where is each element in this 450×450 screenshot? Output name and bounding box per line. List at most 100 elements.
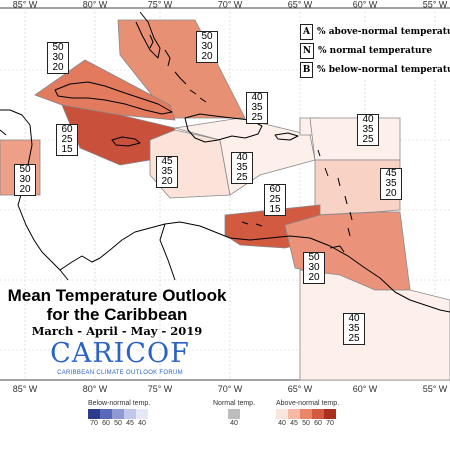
colorbar-swatch — [288, 409, 300, 419]
prob-box-cuba: 50 30 20 — [47, 42, 69, 74]
colorbar-tick-label: 70 — [326, 420, 334, 427]
prob-below: 20 — [19, 184, 31, 195]
lon-label-bottom-80: 80° W — [83, 384, 108, 394]
colorbar-swatch — [276, 409, 288, 419]
lon-label-top-75: 75° W — [148, 0, 173, 9]
lon-label-bottom-60: 60° W — [353, 384, 378, 394]
lon-label-top-85: 85° W — [13, 0, 38, 9]
prob-box-turks-caicos: 40 35 25 — [246, 92, 268, 124]
prob-below: 20 — [385, 188, 397, 199]
prob-normal: 35 — [385, 178, 397, 189]
prob-above: 60 — [61, 124, 73, 135]
region-guianas — [299, 269, 450, 381]
prob-normal: 30 — [52, 52, 64, 63]
prob-box-venezuela-coast: 60 25 15 — [264, 184, 286, 216]
colorbar-swatch — [324, 409, 336, 419]
map-title-line2: for the Caribbean — [46, 305, 188, 324]
legend-text-normal: % normal temperature — [318, 45, 433, 56]
legend-text-below: % below-normal temperature — [317, 64, 450, 75]
colorbar-swatch — [88, 409, 100, 419]
prob-normal: 35 — [362, 124, 374, 135]
colorbar-below-normal: Below-normal temp. 70 60 50 45 40 — [88, 400, 150, 427]
colorbar-below-swatches — [88, 409, 150, 419]
prob-normal: 35 — [348, 323, 360, 334]
prob-normal: 35 — [251, 102, 263, 113]
lon-label-bottom-70: 70° W — [218, 384, 243, 394]
prob-normal: 35 — [236, 162, 248, 173]
prob-below: 25 — [251, 112, 263, 123]
colorbar-swatch — [312, 409, 324, 419]
prob-box-hispaniola: 40 35 25 — [231, 152, 253, 184]
prob-below: 20 — [161, 176, 173, 187]
prob-above: 50 — [19, 164, 31, 175]
prob-box-bahamas: 50 30 20 — [196, 31, 218, 63]
colorbar-tick-label: 70 — [90, 420, 98, 427]
colorbar-above-normal: Above-normal temp. 40 45 50 60 70 — [276, 400, 339, 427]
colorbar-normal-swatches — [213, 409, 255, 419]
colorbar-swatch — [300, 409, 312, 419]
legend-key-normal: N — [300, 42, 314, 59]
region-bahamas — [117, 19, 246, 119]
colorbar-tick-label: 50 — [114, 420, 122, 427]
prob-box-windward-trinidad: 50 30 20 — [303, 252, 325, 284]
colorbar-tick-label: 45 — [290, 420, 298, 427]
colorbar-swatch — [228, 409, 240, 419]
prob-box-leeward-islands: 45 35 20 — [380, 168, 402, 200]
map-subtitle: March - April - May - 2019 — [31, 324, 203, 338]
prob-below: 15 — [61, 144, 73, 155]
lon-label-top-55: 55° W — [423, 0, 448, 9]
lon-label-bottom-55: 55° W — [423, 384, 448, 394]
prob-above: 50 — [308, 252, 320, 263]
prob-above: 50 — [201, 31, 213, 42]
prob-box-central-caribbean: 45 35 20 — [156, 156, 178, 188]
lon-label-top-70: 70° W — [218, 0, 243, 9]
prob-above: 45 — [161, 156, 173, 167]
legend-text-above: % above-normal temperature — [317, 26, 450, 37]
legend-row-above: A % above-normal temperature — [300, 22, 450, 41]
colorbar-below-title: Below-normal temp. — [88, 400, 151, 407]
lon-label-bottom-85: 85° W — [13, 384, 38, 394]
prob-normal: 35 — [161, 166, 173, 177]
lon-label-top-60: 60° W — [353, 0, 378, 9]
region-northern-lesser-antilles — [309, 117, 401, 161]
colorbar-above-swatches — [276, 409, 339, 419]
longitude-labels-bottom: 85° W 80° W 75° W 70° W 65° W 60° W 55° … — [13, 384, 448, 394]
lon-label-bottom-75: 75° W — [148, 384, 173, 394]
colorbar-above-title: Above-normal temp. — [276, 400, 340, 407]
prob-below: 25 — [348, 333, 360, 344]
prob-above: 50 — [52, 42, 64, 53]
colorbar-tick-label: 40 — [230, 420, 238, 427]
forecast-regions — [0, 19, 450, 381]
prob-above: 40 — [251, 92, 263, 103]
legend-key-above: A — [300, 23, 314, 40]
lon-label-top-80: 80° W — [83, 0, 108, 9]
prob-box-guianas: 40 35 25 — [343, 313, 365, 345]
prob-normal: 25 — [269, 194, 281, 205]
prob-below: 15 — [269, 204, 281, 215]
prob-below: 25 — [362, 134, 374, 145]
lon-label-top-65: 65° W — [288, 0, 313, 9]
colorbar-swatch — [124, 409, 136, 419]
caricof-logo-text: CARICOF — [50, 338, 190, 369]
colorbar-tick-label: 60 — [102, 420, 110, 427]
colorbar-normal-ticks: 40 — [213, 420, 255, 427]
colorbar-normal: Normal temp. 40 — [213, 400, 255, 427]
probability-key-legend: A % above-normal temperature N % normal … — [300, 22, 450, 79]
prob-box-belize: 50 30 20 — [14, 164, 36, 196]
colorbar-tick-label: 50 — [302, 420, 310, 427]
map-title-line1: Mean Temperature Outlook — [7, 286, 227, 305]
prob-above: 45 — [385, 168, 397, 179]
colorbar-swatch — [100, 409, 112, 419]
colorbar-tick-label: 45 — [126, 420, 134, 427]
colorbar-tick-label: 40 — [278, 420, 286, 427]
colorbar-below-ticks: 70 60 50 45 40 — [88, 420, 150, 427]
prob-box-northern-lesser-antilles: 40 35 25 — [357, 114, 379, 146]
prob-below: 20 — [52, 62, 64, 73]
legend-row-below: B % below-normal temperature — [300, 60, 450, 79]
caricof-logo: CARICOF CARIBBEAN CLIMATE OUTLOOK FORUM — [30, 339, 210, 377]
map-title: Mean Temperature Outlook for the Caribbe… — [4, 286, 230, 324]
prob-above: 60 — [269, 184, 281, 195]
longitude-labels-top: 85° W 80° W 75° W 70° W 65° W 60° W 55° … — [13, 0, 448, 9]
prob-normal: 30 — [308, 262, 320, 273]
